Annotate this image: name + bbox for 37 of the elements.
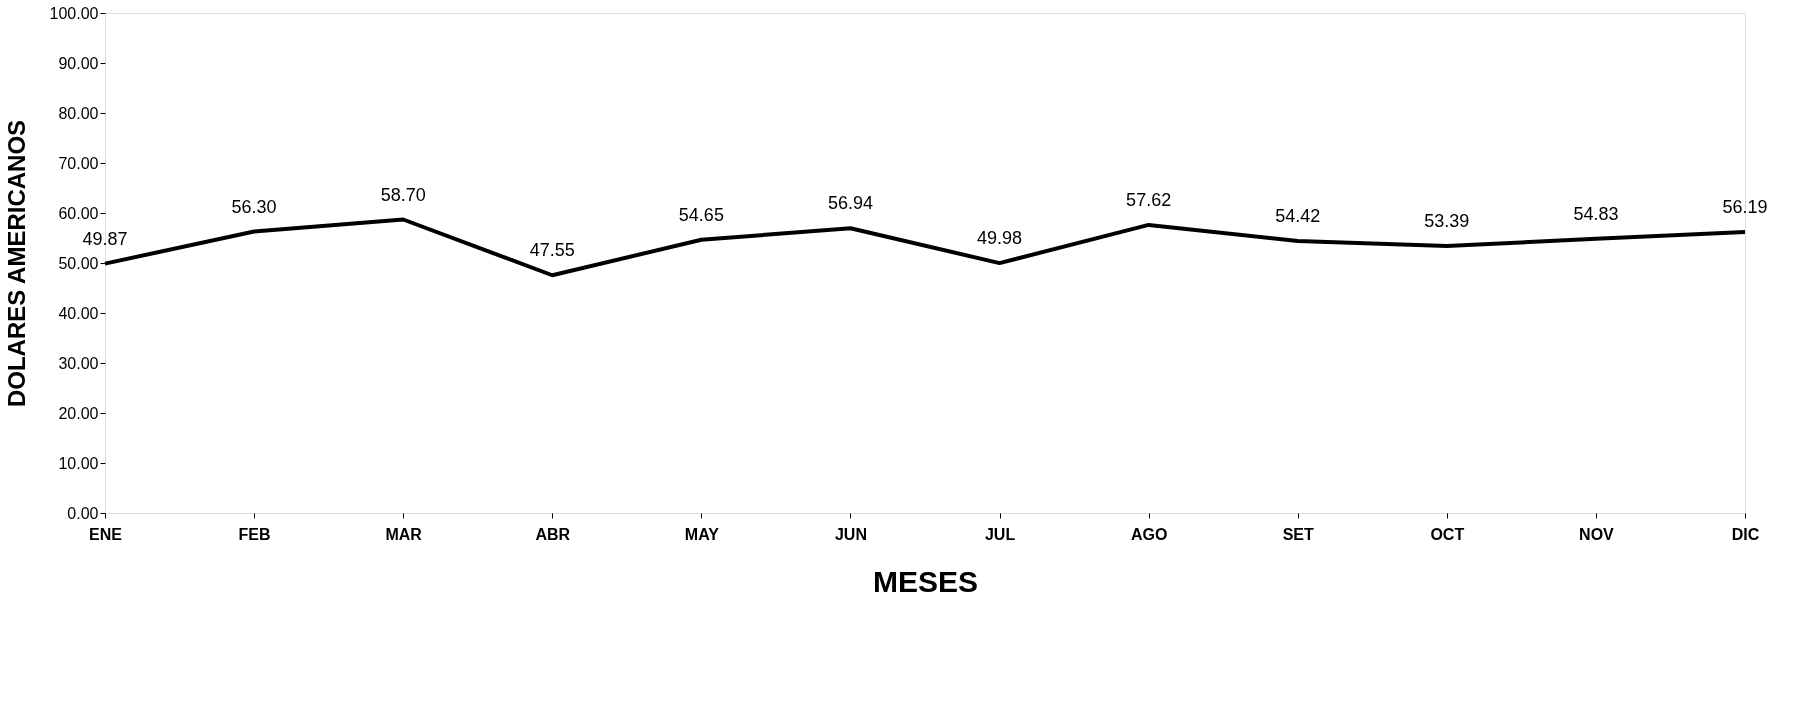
y-tick-label: 60.00 xyxy=(58,204,99,222)
text: 54.65 xyxy=(678,204,724,225)
text: 56.94 xyxy=(827,193,873,214)
x-tick-label: DIC xyxy=(1731,525,1760,543)
text: 56.19 xyxy=(1722,197,1768,218)
text: 47.55 xyxy=(529,240,575,261)
x-tick-label: MAR xyxy=(385,525,423,543)
text: 57.62 xyxy=(1126,189,1172,210)
text: 54.83 xyxy=(1573,203,1619,224)
text: 53.39 xyxy=(1424,211,1470,232)
text: 56.30 xyxy=(231,196,277,217)
x-axis-title: MESES xyxy=(872,564,979,598)
y-tick-label: 40.00 xyxy=(58,304,99,322)
y-tick-label: 10.00 xyxy=(58,454,99,472)
x-tick-label: OCT xyxy=(1430,525,1465,543)
text: 49.98 xyxy=(977,228,1023,249)
x-tick-label: ENE xyxy=(89,525,123,543)
text: 54.42 xyxy=(1275,205,1321,226)
text: 49.87 xyxy=(82,228,128,249)
y-tick-label: 90.00 xyxy=(58,54,99,72)
y-tick-label: 80.00 xyxy=(58,104,99,122)
y-tick-label: 0.00 xyxy=(67,504,99,522)
y-tick-label: 70.00 xyxy=(58,154,99,172)
y-tick-label: 30.00 xyxy=(58,354,99,372)
x-tick-label: ABR xyxy=(535,525,571,543)
x-tick-label: FEB xyxy=(238,525,271,543)
x-tick-label: JUN xyxy=(834,525,867,543)
x-tick-label: AGO xyxy=(1130,525,1168,543)
y-tick-label: 20.00 xyxy=(58,404,99,422)
y-tick-label: 100.00 xyxy=(49,4,99,22)
y-tick-label: 50.00 xyxy=(58,254,99,272)
x-tick-label: NOV xyxy=(1579,525,1615,543)
x-tick-label: MAY xyxy=(684,525,720,543)
text: 58.70 xyxy=(380,184,426,205)
x-tick-label: SET xyxy=(1282,525,1315,543)
y-axis-title: DOLARES AMERICANOS xyxy=(2,119,30,408)
x-tick-label: JUL xyxy=(984,525,1016,543)
